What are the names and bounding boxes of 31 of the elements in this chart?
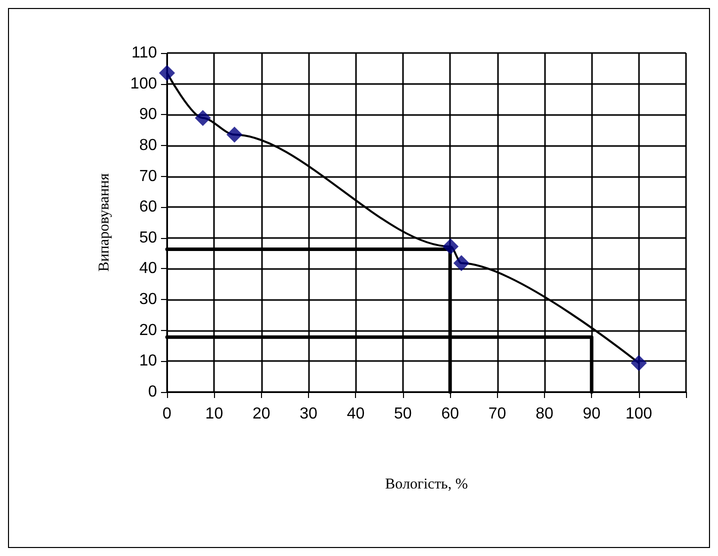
x-tick-label: 60	[441, 406, 460, 422]
y-tick-label: 80	[139, 136, 158, 154]
point	[442, 238, 459, 255]
x-tick-label: 40	[346, 406, 365, 422]
y-tick-label: 0	[148, 384, 158, 400]
x-tick-label: 50	[394, 406, 412, 422]
point	[453, 255, 470, 272]
point	[159, 65, 175, 82]
y-tick-label: 100	[130, 75, 158, 92]
x-tick-label: 0	[162, 406, 172, 422]
y-tick-label: 20	[139, 322, 158, 339]
y-tick-label: 60	[139, 198, 158, 216]
y-tick-label: 10	[139, 352, 158, 370]
point	[630, 355, 647, 372]
y-tick-label: 40	[139, 260, 158, 278]
y-tick-label: 30	[139, 291, 158, 308]
x-tick-label: 100	[625, 406, 652, 422]
y-tick-label: 110	[131, 44, 158, 62]
x-tick-label: 20	[252, 406, 270, 422]
x-tick-label: 30	[300, 406, 318, 422]
point	[194, 110, 211, 126]
x-tick-label: 70	[488, 406, 506, 422]
y-tick-label: 90	[139, 106, 158, 124]
x-tick-label: 10	[205, 406, 224, 422]
y-tick-label: 50	[139, 229, 158, 246]
y-axis-title: Випаровування	[96, 173, 112, 272]
x-tick-label: 90	[582, 406, 601, 422]
x-tick-label: 80	[536, 406, 554, 422]
x-axis-title: Вологість, %	[385, 476, 468, 492]
point	[226, 126, 242, 143]
y-tick-label: 70	[139, 168, 158, 185]
